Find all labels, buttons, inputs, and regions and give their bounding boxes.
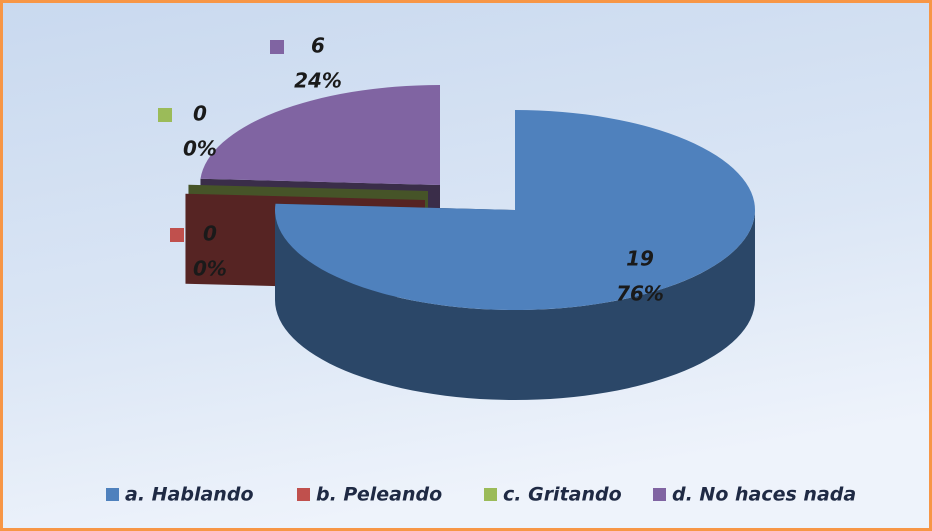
percentage-label: 0% [183, 137, 217, 161]
legend-label: b. Peleando [316, 484, 442, 506]
label-marker [170, 228, 184, 242]
legend-swatch [484, 488, 497, 501]
label-marker [270, 40, 284, 54]
data-label: 0 [193, 102, 207, 126]
legend-swatch [297, 488, 310, 501]
percentage-label: 24% [294, 69, 342, 93]
legend-swatch [106, 488, 119, 501]
data-label: 19 [626, 247, 654, 271]
data-label: 0 [203, 222, 217, 246]
slice-side [275, 210, 755, 400]
percentage-label: 0% [193, 257, 227, 281]
legend-label: d. No haces nada [672, 484, 856, 506]
legend-swatch [653, 488, 666, 501]
legend-label: a. Hablando [125, 484, 254, 506]
data-label: 6 [311, 34, 325, 58]
legend-label: c. Gritando [503, 484, 622, 506]
label-marker [158, 108, 172, 122]
slice [275, 110, 755, 310]
slice [200, 85, 440, 185]
percentage-label: 76% [616, 282, 664, 306]
